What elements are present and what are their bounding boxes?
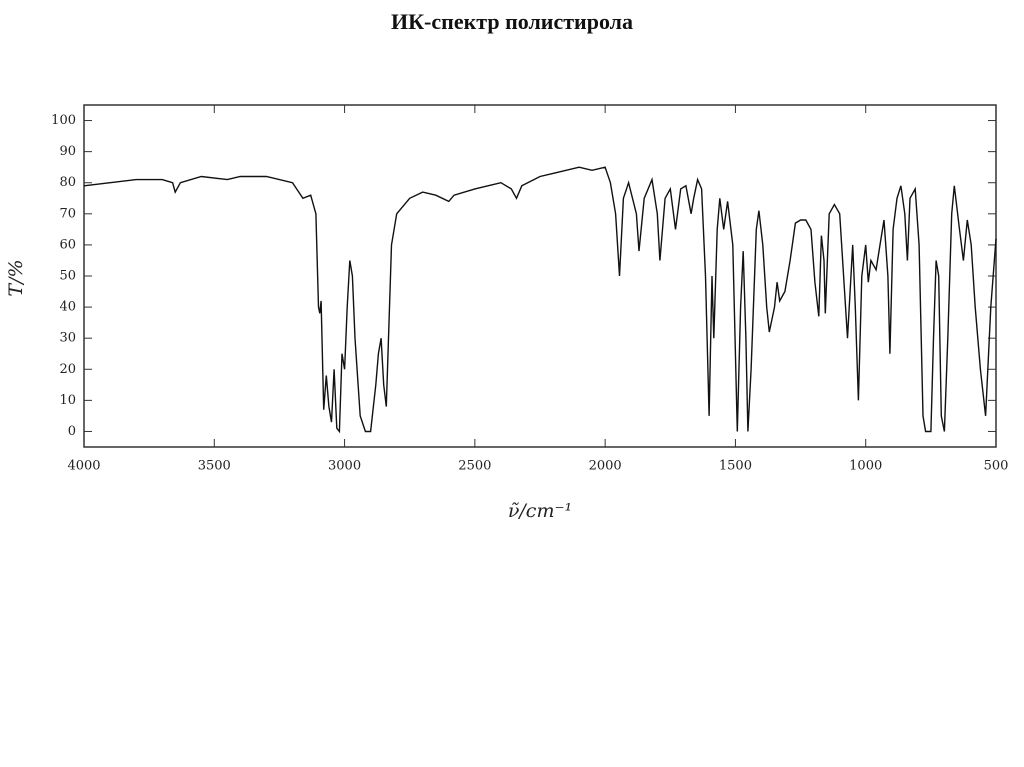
y-tick-label: 70: [59, 206, 76, 221]
chart-title: ИК-спектр полистирола: [391, 9, 633, 34]
y-tick-label: 100: [51, 113, 76, 128]
x-tick-label: 3000: [328, 459, 361, 474]
x-tick-label: 4000: [67, 459, 100, 474]
y-tick-label: 30: [59, 331, 76, 346]
y-tick-label: 40: [59, 300, 76, 315]
x-axis-label: ν̃/cm⁻¹: [508, 500, 572, 522]
y-tick-label: 50: [59, 269, 76, 284]
spectrum-line: [83, 166, 997, 434]
y-tick-label: 20: [59, 362, 76, 377]
x-tick-label: 2000: [589, 459, 622, 474]
x-tick-label: 500: [984, 459, 1009, 474]
x-tick-label: 3500: [198, 459, 231, 474]
y-tick-label: 90: [59, 144, 76, 159]
y-tick-label: 0: [68, 424, 76, 439]
y-axis-label: T/%: [5, 259, 27, 296]
y-tick-label: 60: [59, 237, 76, 252]
x-tick-label: 1500: [719, 459, 752, 474]
y-tick-label: 10: [59, 393, 76, 408]
y-tick-label: 80: [59, 175, 76, 190]
x-tick-label: 1000: [849, 459, 882, 474]
x-tick-label: 2500: [458, 459, 491, 474]
